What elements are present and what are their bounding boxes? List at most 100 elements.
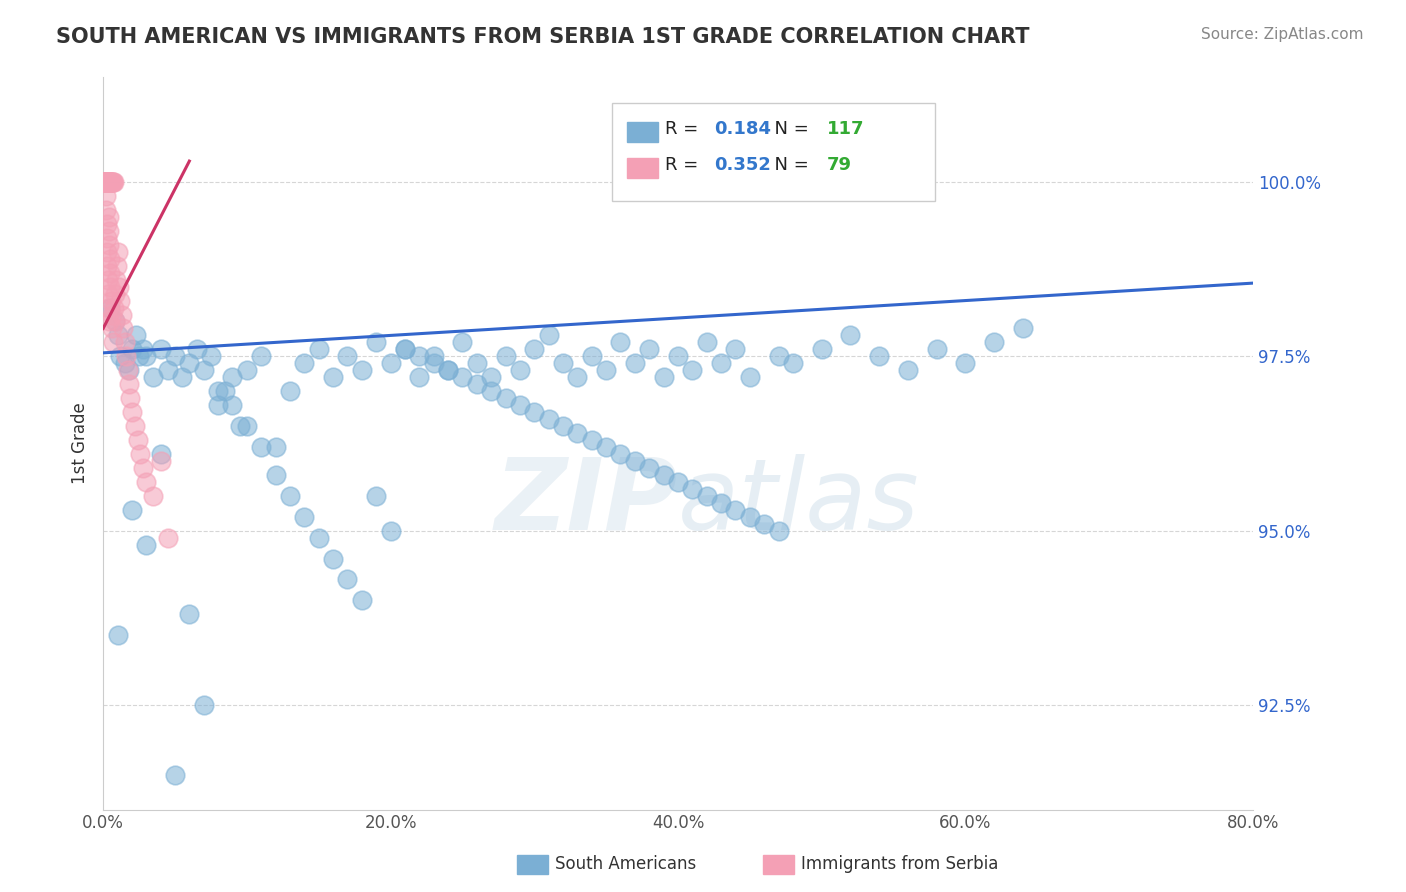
Point <box>350 593 373 607</box>
Point <box>97 272 120 286</box>
Point <box>94 175 117 189</box>
Point <box>96 244 118 259</box>
Point <box>98 175 121 189</box>
Point <box>149 447 172 461</box>
Point <box>107 328 129 343</box>
Point <box>624 356 647 370</box>
Point <box>567 370 589 384</box>
Point <box>94 175 117 189</box>
Point <box>1012 321 1035 335</box>
Point <box>666 349 689 363</box>
Text: R =: R = <box>665 156 704 174</box>
Point <box>609 335 631 350</box>
Point <box>100 175 122 189</box>
Point <box>495 391 517 405</box>
Point <box>107 628 129 642</box>
Point <box>738 370 761 384</box>
Point <box>236 419 259 434</box>
Point <box>710 356 733 370</box>
Text: SOUTH AMERICAN VS IMMIGRANTS FROM SERBIA 1ST GRADE CORRELATION CHART: SOUTH AMERICAN VS IMMIGRANTS FROM SERBIA… <box>56 27 1029 46</box>
Point <box>193 363 215 377</box>
Point <box>163 349 186 363</box>
Point <box>103 301 125 315</box>
Point <box>96 175 118 189</box>
Point <box>94 175 117 189</box>
Point <box>278 384 301 399</box>
Point <box>135 475 157 489</box>
Point <box>537 328 560 343</box>
Point <box>186 343 208 357</box>
Point <box>105 272 128 286</box>
Point <box>897 363 920 377</box>
Point <box>200 349 222 363</box>
Text: R =: R = <box>665 120 704 138</box>
Point <box>97 175 120 189</box>
Point <box>336 349 359 363</box>
Point <box>581 433 603 447</box>
Point <box>537 412 560 426</box>
Point <box>221 370 243 384</box>
Point <box>366 489 388 503</box>
Point <box>638 461 661 475</box>
Point <box>366 335 388 350</box>
Point <box>110 349 132 363</box>
Point <box>107 244 129 259</box>
Point <box>609 447 631 461</box>
Point <box>156 363 179 377</box>
Point <box>955 356 977 370</box>
Point <box>408 370 430 384</box>
Point <box>595 440 617 454</box>
Point <box>696 335 718 350</box>
Point <box>738 509 761 524</box>
Point <box>479 370 502 384</box>
Point <box>120 391 142 405</box>
Point <box>768 349 790 363</box>
Point <box>422 356 444 370</box>
Point <box>380 524 402 538</box>
Point <box>100 308 122 322</box>
Point <box>93 175 115 189</box>
Point <box>422 349 444 363</box>
Point <box>163 767 186 781</box>
Point <box>264 440 287 454</box>
Point <box>121 343 143 357</box>
Point <box>681 482 703 496</box>
Text: N =: N = <box>763 156 815 174</box>
Point <box>112 321 135 335</box>
Point <box>98 175 121 189</box>
Text: 0.184: 0.184 <box>714 120 772 138</box>
Point <box>115 349 138 363</box>
Point <box>97 210 120 224</box>
Point <box>465 377 488 392</box>
Point <box>100 293 122 308</box>
Point <box>278 489 301 503</box>
Point <box>114 356 136 370</box>
Point <box>236 363 259 377</box>
Point <box>509 398 531 412</box>
Point <box>567 425 589 440</box>
Point <box>108 279 131 293</box>
Point <box>581 349 603 363</box>
Point <box>754 516 776 531</box>
Point <box>228 419 250 434</box>
Point <box>142 370 165 384</box>
Point <box>100 175 122 189</box>
Point <box>135 349 157 363</box>
Point <box>666 475 689 489</box>
Point <box>121 405 143 419</box>
Point <box>509 363 531 377</box>
Point <box>394 343 416 357</box>
Text: South Americans: South Americans <box>555 855 696 873</box>
Point <box>595 363 617 377</box>
Point <box>214 384 236 399</box>
Point <box>451 335 474 350</box>
Point <box>98 301 121 315</box>
Point <box>250 349 273 363</box>
Point <box>724 502 747 516</box>
Point <box>696 489 718 503</box>
Point <box>101 175 124 189</box>
Point <box>523 343 546 357</box>
Point <box>93 175 115 189</box>
Point <box>292 356 315 370</box>
Point <box>93 175 115 189</box>
